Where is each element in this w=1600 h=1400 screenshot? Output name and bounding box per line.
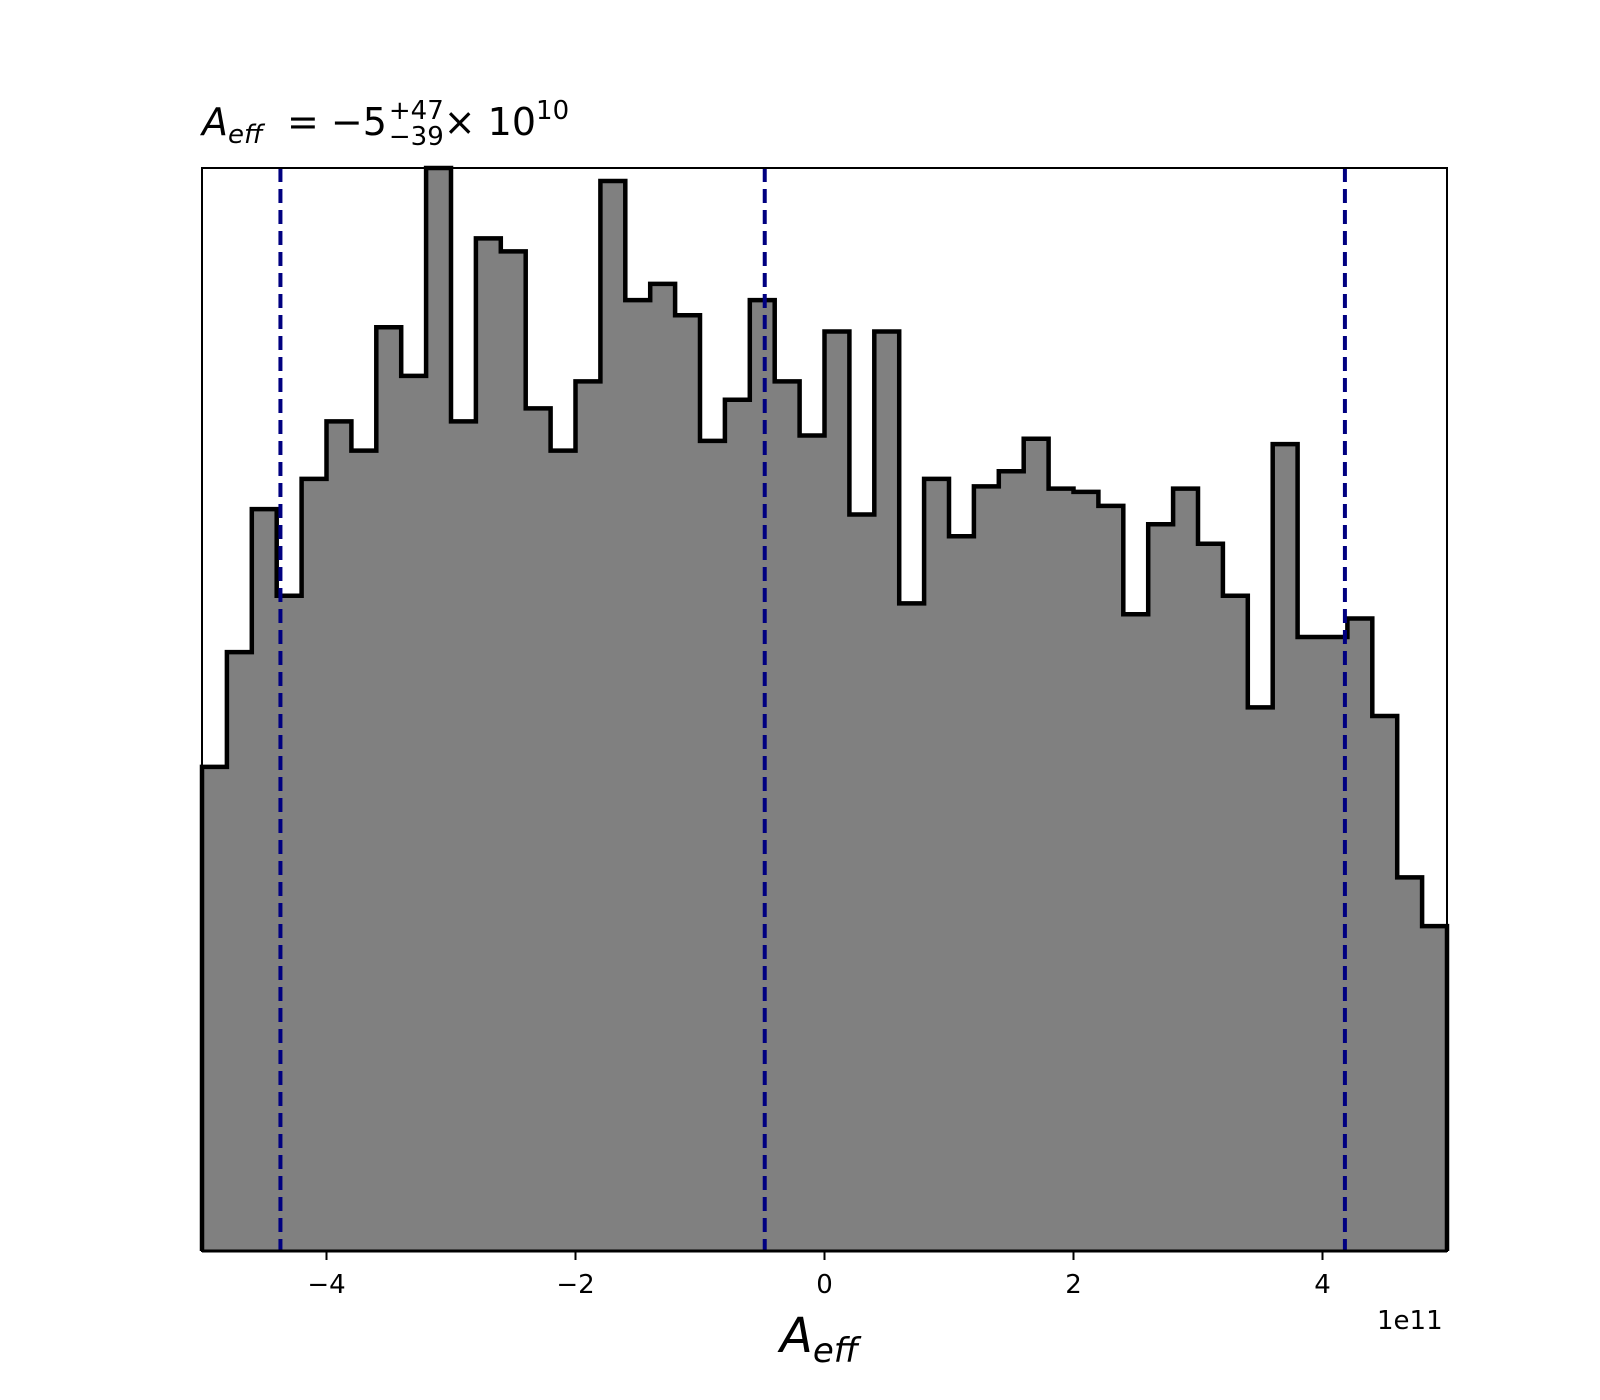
histogram-bar: [1347, 618, 1373, 1251]
x-axis-ticks: −4 −2 0 2 4: [307, 1251, 1331, 1300]
histogram-bar: [1098, 505, 1124, 1251]
histogram-bar: [1272, 444, 1299, 1251]
title-exponent: 10: [536, 96, 570, 126]
xlabel-subscript: eff: [812, 1331, 859, 1371]
histogram-bar: [874, 331, 900, 1252]
histogram-bar: [774, 381, 801, 1251]
histogram-bar: [973, 486, 1000, 1252]
histogram-bar: [326, 421, 352, 1251]
histogram-bar: [724, 399, 751, 1252]
histogram-bar: [550, 450, 576, 1252]
histogram-bar: [451, 421, 477, 1251]
histogram-bar: [426, 168, 452, 1251]
histogram-bar: [500, 251, 527, 1252]
histogram-bar: [1297, 636, 1323, 1251]
title-symbol: A: [202, 100, 228, 144]
histogram-bar: [1023, 438, 1050, 1251]
histogram-bar: [1247, 707, 1274, 1251]
histogram-bar: [1397, 877, 1423, 1251]
histogram-bar: [650, 283, 676, 1252]
histogram-bar: [998, 471, 1025, 1251]
title-value: = −5: [274, 100, 387, 144]
histogram-bar: [1372, 715, 1398, 1251]
histogram-bar: [1048, 488, 1074, 1251]
title-upper-error: +47: [388, 96, 444, 126]
histogram-bar: [525, 408, 552, 1251]
title-times: × 10: [443, 100, 537, 144]
x-tick-label: 4: [1314, 1270, 1331, 1300]
histogram-bar: [1222, 595, 1249, 1251]
histogram-bar: [1198, 543, 1224, 1251]
histogram-step-outline: [199, 165, 1450, 1251]
histogram-bar: [376, 327, 402, 1251]
histogram-bar: [749, 300, 776, 1252]
histogram-bar: [251, 509, 278, 1251]
x-tick-label: −4: [307, 1270, 345, 1300]
histogram-bar: [924, 478, 950, 1251]
x-tick-label: 0: [816, 1270, 833, 1300]
histogram-bar: [226, 652, 253, 1251]
histogram-bar: [401, 375, 427, 1251]
histogram-bar: [475, 238, 502, 1251]
title-lower-error: −39: [388, 122, 444, 152]
chart-title: Aeff = −5 +47 −39 × 1010: [202, 96, 569, 150]
x-axis-label: Aeff: [780, 1308, 858, 1371]
x-tick-label: 2: [1065, 1270, 1082, 1300]
histogram-bar: [202, 766, 228, 1251]
xlabel-symbol: A: [780, 1308, 813, 1364]
histogram-bar: [1422, 926, 1448, 1251]
quantile-lines: [278, 168, 1347, 1251]
histogram-bar: [799, 435, 825, 1252]
histogram-bar: [675, 315, 701, 1252]
title-subscript: eff: [228, 120, 263, 150]
histogram-bars: [202, 168, 1448, 1252]
x-axis-offset-label: 1e11: [1377, 1306, 1443, 1336]
histogram-bar: [1173, 488, 1199, 1251]
histogram-bar: [575, 381, 601, 1251]
histogram-bar: [849, 514, 875, 1251]
histogram-bar: [1073, 491, 1099, 1251]
histogram-bar: [949, 536, 975, 1251]
histogram-bar: [899, 603, 925, 1251]
histogram-bar: [824, 331, 850, 1252]
histogram-bar: [600, 180, 626, 1252]
histogram-bar: [625, 300, 651, 1252]
x-tick-label: −2: [556, 1270, 594, 1300]
histogram-bar: [351, 450, 377, 1252]
histogram-bar: [700, 440, 726, 1251]
histogram-bar: [1148, 524, 1174, 1251]
histogram-bar: [1123, 614, 1149, 1251]
histogram-bar: [301, 478, 327, 1251]
